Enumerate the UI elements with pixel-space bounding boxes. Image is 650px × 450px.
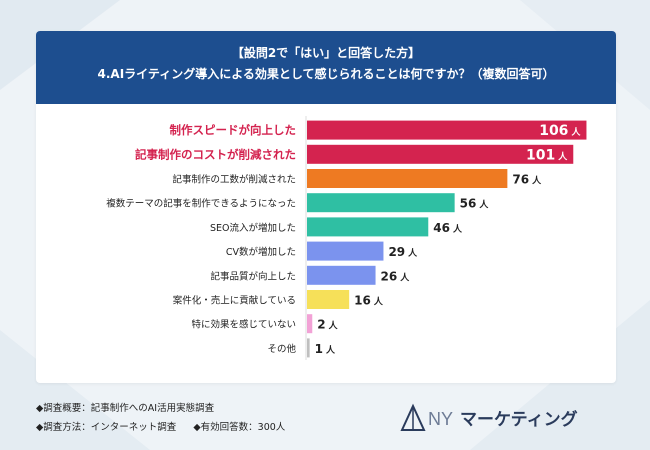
value-label: 106 人 bbox=[539, 123, 581, 139]
category-label: 記事品質が向上した bbox=[210, 270, 296, 282]
value-label: 16 人 bbox=[354, 294, 384, 308]
value-label: 29 人 bbox=[388, 245, 418, 259]
value-label: 101 人 bbox=[526, 147, 568, 163]
bar bbox=[307, 241, 384, 261]
category-label: 記事制作のコストが削減された bbox=[135, 147, 296, 161]
category-label: 制作スピードが向上した bbox=[170, 123, 297, 137]
bar bbox=[307, 265, 376, 285]
category-label: 記事制作の工数が削減された bbox=[172, 174, 296, 186]
survey-footer: ◆調査概要：記事制作へのAI活用実態調査 ◆調査方法：インターネット調査 ◆有効… bbox=[36, 399, 299, 437]
category-label: 案件化・売上に貢献している bbox=[173, 295, 296, 307]
question-target: 【設問2で「はい」と回答した方】 bbox=[231, 46, 421, 60]
footer-row: ◆調査概要：記事制作へのAI活用実態調査 bbox=[36, 399, 299, 418]
bar bbox=[307, 290, 350, 309]
value-label: 56 人 bbox=[460, 197, 490, 211]
category-label: 複数テーマの記事を制作できるようになった bbox=[106, 198, 296, 210]
bar bbox=[307, 314, 313, 334]
survey-overview: ◆調査概要：記事制作へのAI活用実態調査 bbox=[36, 403, 215, 414]
valid-responses: ◆有効回答数：300人 bbox=[193, 422, 286, 433]
logo-text: マーケティング bbox=[460, 409, 578, 430]
footer-row: ◆調査方法：インターネット調査 ◆有効回答数：300人 bbox=[36, 418, 299, 437]
company-logo: NY マーケティング bbox=[398, 400, 618, 434]
category-label: 特に効果を感じていない bbox=[191, 319, 296, 331]
bar bbox=[307, 120, 587, 140]
card-header: 【設問2で「はい」と回答した方】 4.AIライティング導入による効果として感じら… bbox=[36, 31, 616, 104]
bar bbox=[307, 193, 455, 213]
question-title: 4.AIライティング導入による効果として感じられることは何ですか？（複数回答可） bbox=[97, 67, 555, 81]
logo-mark-icon: NY bbox=[400, 403, 453, 431]
value-label: 76 人 bbox=[512, 173, 542, 187]
survey-method: ◆調査方法：インターネット調査 bbox=[36, 422, 177, 433]
category-label: SEO流入が増加した bbox=[210, 222, 296, 234]
bar bbox=[307, 169, 508, 188]
category-label: その他 bbox=[267, 343, 296, 355]
bar bbox=[307, 217, 429, 237]
category-label: CV数が増加した bbox=[226, 246, 296, 258]
bar bbox=[307, 144, 574, 164]
bar bbox=[307, 338, 310, 358]
survey-card: 【設問2で「はい」と回答した方】 4.AIライティング導入による効果として感じら… bbox=[36, 31, 616, 383]
value-label: 46 人 bbox=[433, 221, 463, 235]
value-label: 26 人 bbox=[381, 269, 411, 283]
logo-mark-text: NY bbox=[428, 409, 453, 429]
